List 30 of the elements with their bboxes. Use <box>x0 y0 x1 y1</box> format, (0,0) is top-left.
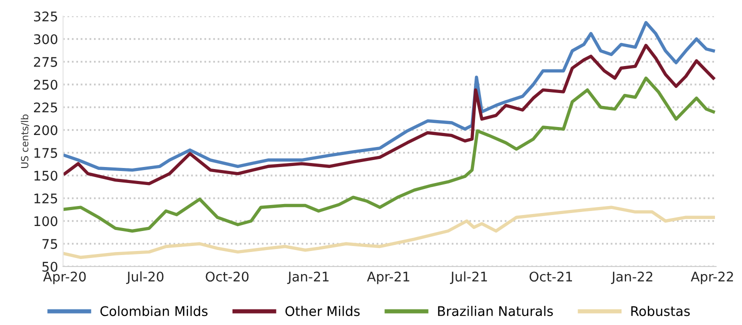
y-tick-label: 75 <box>42 239 58 249</box>
y-axis-title: US cents/lb <box>20 114 30 168</box>
y-tick-label: 275 <box>34 56 58 67</box>
y-tick-label: 175 <box>34 148 58 158</box>
y-tick-label: 100 <box>34 216 58 226</box>
x-tick-label: Oct-21 <box>530 272 572 282</box>
y-tick-label: 50 <box>42 262 58 272</box>
y-tick-label: 250 <box>34 80 58 90</box>
y-tick-label: 150 <box>34 170 58 181</box>
y-tick-label: 325 <box>34 11 58 22</box>
y-tick-label: 225 <box>34 102 58 112</box>
x-tick-label: Apr-22 <box>690 272 733 284</box>
x-tick-label: Jan-21 <box>287 272 329 284</box>
x-tick-label: Oct-20 <box>206 272 249 282</box>
x-tick-label: Apr-21 <box>367 272 410 284</box>
x-tick-label: Jul-21 <box>450 271 487 284</box>
x-tick-label: Jan-22 <box>611 272 652 284</box>
line-series <box>63 44 715 186</box>
x-tick-label: Apr-20 <box>43 272 86 284</box>
y-tick-label: 300 <box>34 34 58 44</box>
legend-label: Brazilian Naturals <box>438 306 553 316</box>
y-tick-label: 200 <box>34 125 58 136</box>
legend-label: Robustas <box>631 306 690 316</box>
line-series <box>63 206 715 259</box>
legend-label: Colombian Milds <box>100 306 208 316</box>
x-tick-label: Jul-20 <box>126 271 164 284</box>
line-series <box>63 21 715 172</box>
legend-label: Other Milds <box>285 306 360 316</box>
line-series <box>63 76 715 233</box>
y-tick-label: 125 <box>34 193 58 204</box>
